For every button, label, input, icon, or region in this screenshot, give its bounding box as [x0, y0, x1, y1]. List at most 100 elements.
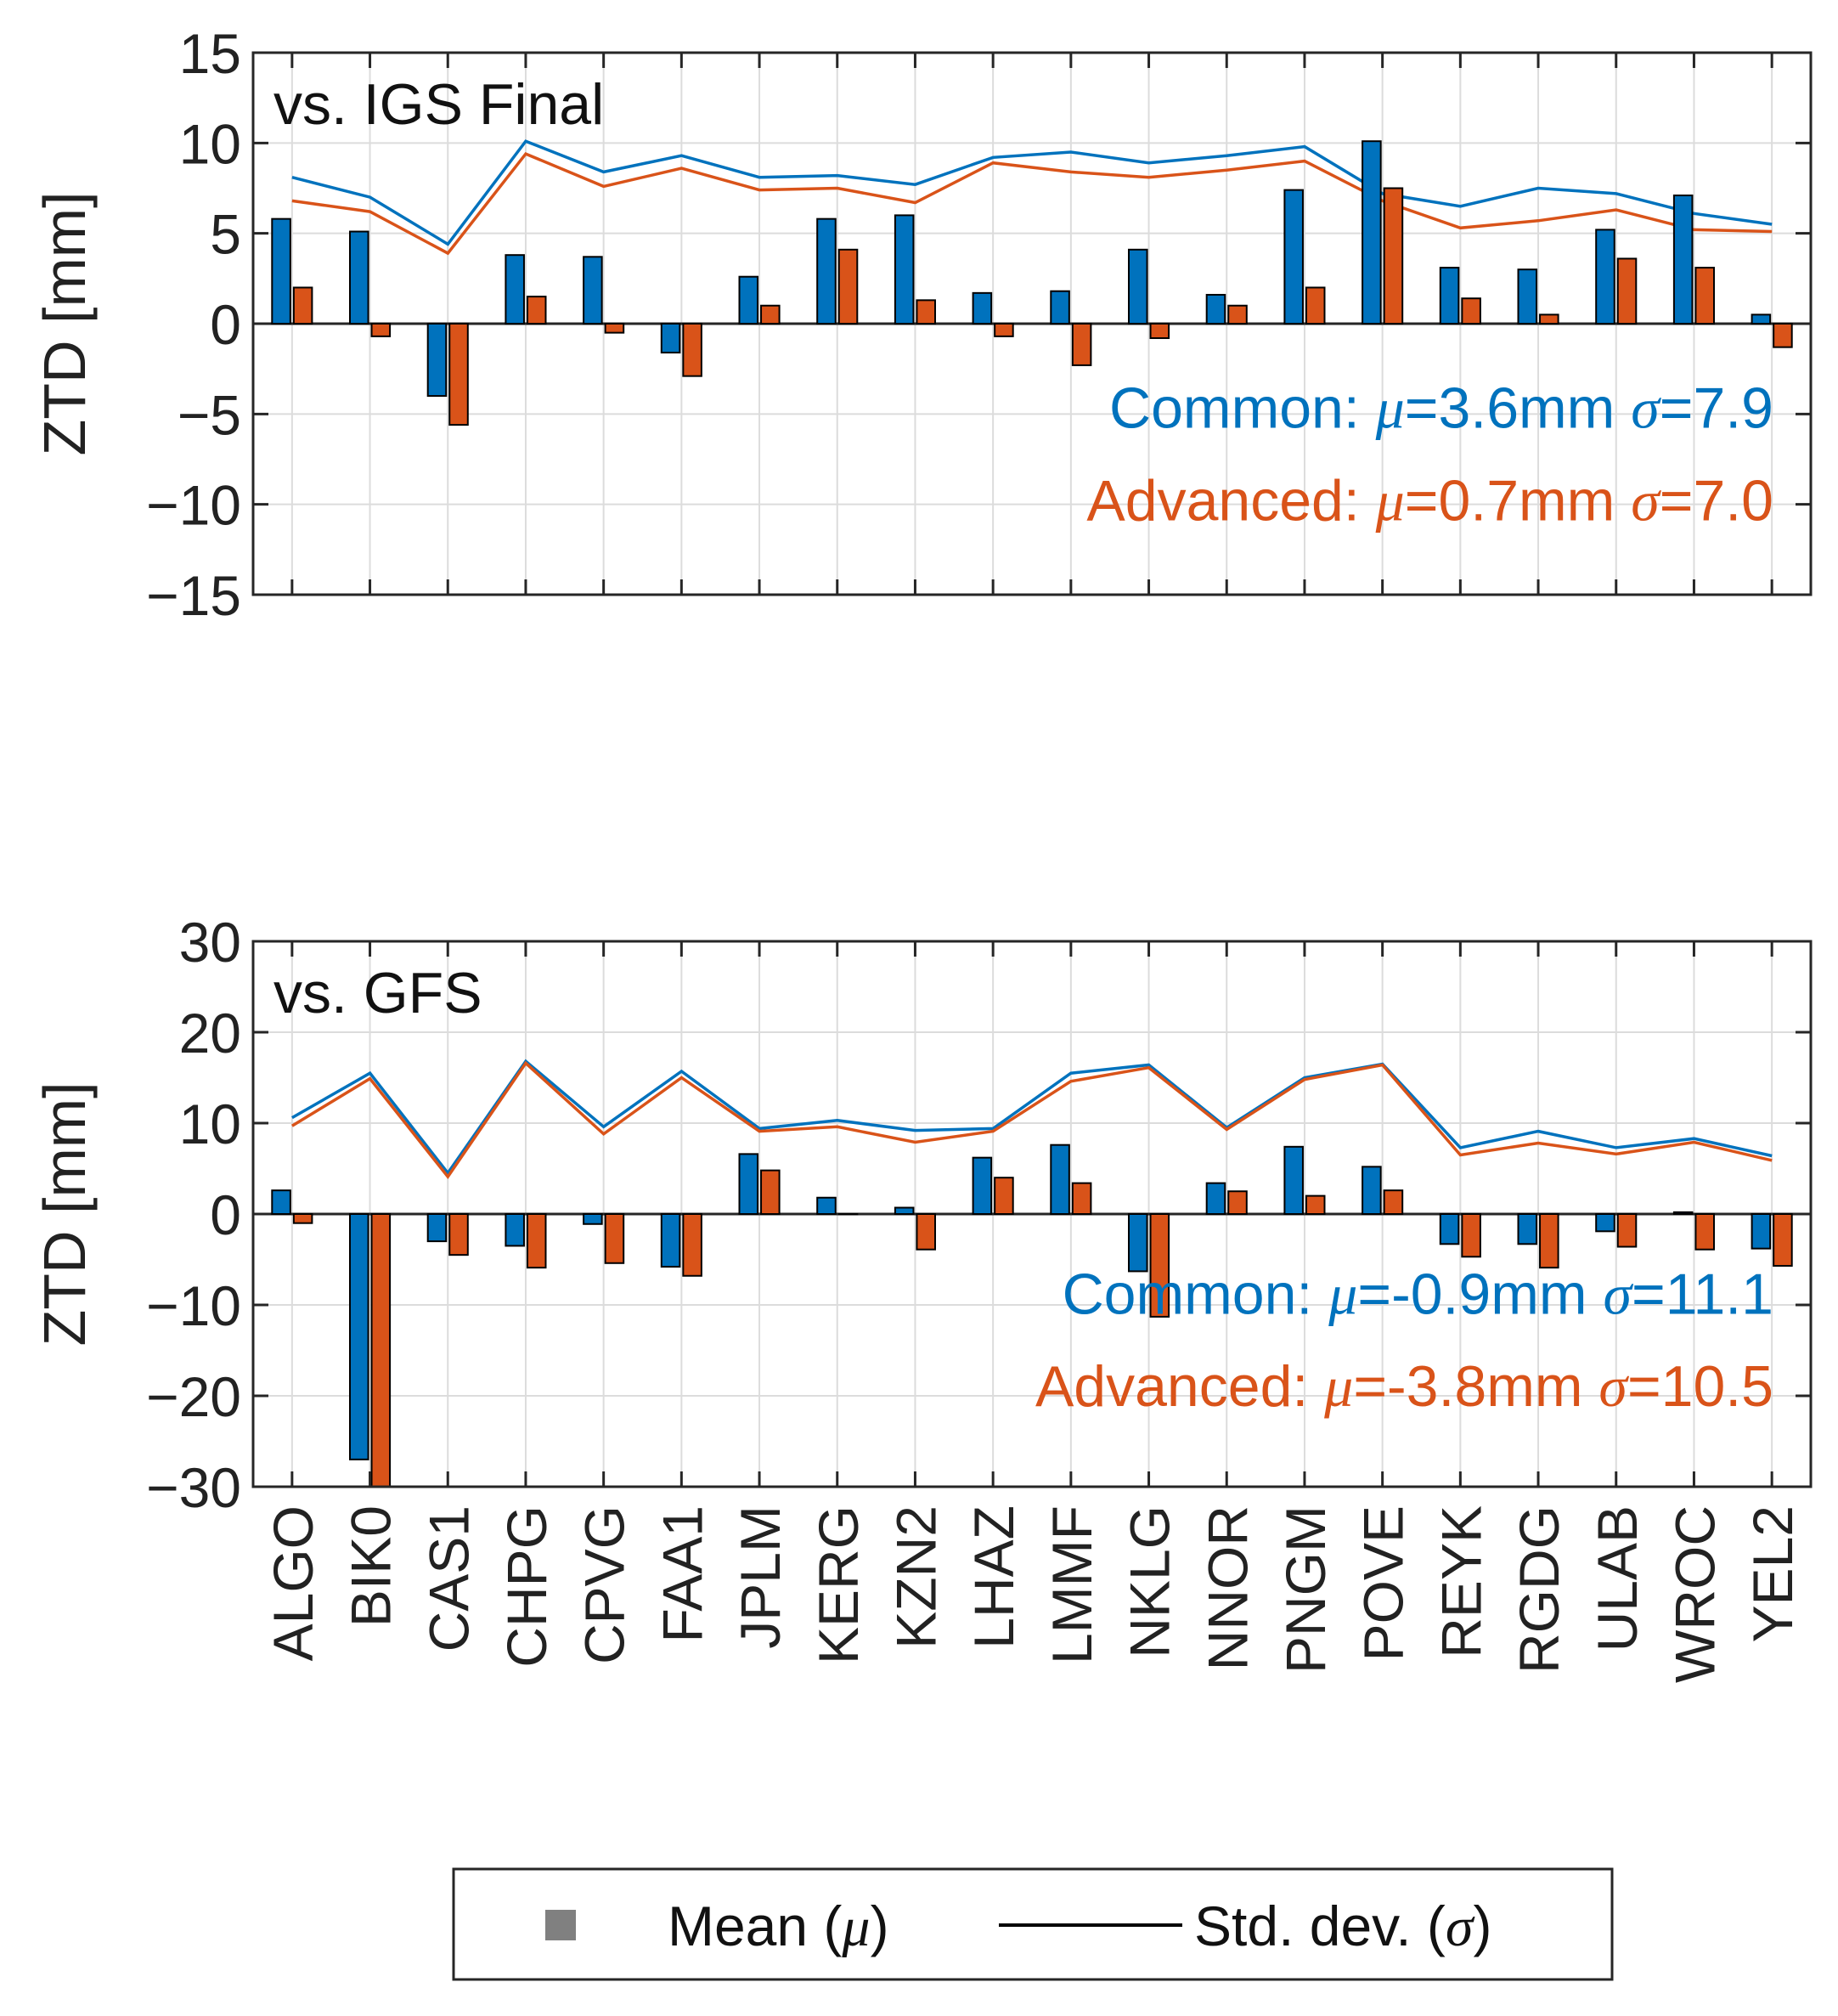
y-tick-label: −20	[146, 1365, 241, 1428]
stats-advanced-label: Advanced:	[1086, 469, 1375, 534]
bar-common-lmmf	[1050, 290, 1070, 325]
bar-common-cas1	[426, 1213, 448, 1243]
std-line-advanced	[291, 151, 1773, 256]
sigma-value: =11.1	[1632, 1262, 1773, 1326]
mu-symbol: μ	[1375, 376, 1405, 440]
bar-common-pngm	[1283, 189, 1304, 325]
bar-advanced-nklg	[1149, 323, 1170, 340]
legend-std-symbol: σ	[1446, 1896, 1475, 1958]
mu-symbol: μ	[1323, 1354, 1353, 1419]
bar-advanced-cpvg	[604, 323, 625, 334]
bar-advanced-yel2	[1773, 1213, 1793, 1267]
bar-common-yel2	[1751, 1213, 1772, 1250]
y-tick-labels: −15 −10 −5 0 5 10 15	[146, 22, 241, 627]
y-tick-label: 0	[210, 293, 241, 356]
x-tick-label-yel2: YEL2	[1741, 1505, 1804, 1642]
stats-advanced-label: Advanced:	[1035, 1354, 1324, 1419]
y-tick-label: 10	[179, 1093, 241, 1155]
bar-advanced-chpg	[526, 296, 547, 325]
bar-common-nklg	[1128, 248, 1148, 325]
bar-common-kerg	[816, 217, 837, 325]
y-tick-label: 10	[179, 112, 241, 175]
x-tick-label-pngm: PNGM	[1274, 1505, 1337, 1674]
bar-advanced-nnor	[1227, 304, 1248, 325]
bar-advanced-kerg	[837, 248, 859, 325]
bar-advanced-kzn2	[916, 1213, 936, 1251]
legend-mean-close: )	[871, 1895, 889, 1957]
ticks	[253, 51, 1811, 596]
bar-common-lmmf	[1050, 1144, 1070, 1216]
legend-std-label: Std. dev. (σ)	[1194, 1895, 1491, 1958]
legend-mean-symbol: μ	[841, 1896, 870, 1958]
bar-common-faa1	[660, 1213, 681, 1268]
bar-advanced-wroc	[1694, 1213, 1715, 1251]
bars	[271, 140, 1793, 426]
x-tick-label-chpg: CHPG	[495, 1505, 558, 1668]
stats-common: Common: μ=-0.9mm σ=11.1	[1063, 1262, 1773, 1326]
bar-advanced-jplm	[760, 304, 781, 325]
bar-advanced-ulab	[1616, 1213, 1638, 1248]
sigma-symbol: σ	[1603, 1262, 1633, 1326]
mu-symbol: μ	[1375, 469, 1405, 534]
x-tick-label-kerg: KERG	[807, 1505, 870, 1664]
mu-symbol: μ	[1328, 1262, 1357, 1326]
stats-advanced: Advanced: μ=0.7mm σ=7.0	[1086, 469, 1773, 534]
stats-advanced: Advanced: μ=-3.8mm σ=10.5	[1035, 1354, 1773, 1419]
x-tick-label-nklg: NKLG	[1119, 1505, 1181, 1658]
stats-common-label: Common:	[1063, 1262, 1329, 1326]
mu-value: =3.6mm	[1405, 376, 1631, 440]
bar-common-chpg	[505, 1213, 525, 1247]
x-tick-label-faa1: FAA1	[651, 1505, 713, 1642]
y-tick-labels: −30 −20 −10 0 10 20 30	[146, 911, 241, 1519]
bar-advanced-pngm	[1305, 286, 1326, 325]
mu-value: =-0.9mm	[1357, 1262, 1603, 1326]
std-line-common	[291, 139, 1773, 246]
bar-common-kerg	[816, 1196, 837, 1215]
y-tick-label: 0	[210, 1183, 241, 1246]
legend-mean-swatch	[545, 1910, 576, 1940]
bar-advanced-lhaz	[994, 1177, 1014, 1215]
bar-advanced-reyk	[1461, 297, 1481, 325]
bar-advanced-kzn2	[916, 299, 936, 325]
bar-advanced-kerg	[837, 1213, 859, 1216]
y-axis-label: ZTD [mm]	[31, 191, 98, 455]
bar-common-jplm	[738, 275, 759, 325]
x-tick-label-wroc: WROC	[1663, 1505, 1726, 1683]
y-tick-label: 5	[210, 203, 241, 266]
legend-mean-label: Mean (μ)	[668, 1895, 889, 1958]
bar-advanced-lhaz	[994, 323, 1014, 337]
bar-common-nnor	[1205, 293, 1226, 325]
bar-advanced-wroc	[1694, 267, 1715, 325]
bar-common-pove	[1362, 1166, 1382, 1215]
panel-title: vs. GFS	[273, 961, 482, 1025]
bars	[271, 1144, 1793, 1488]
bar-common-pngm	[1283, 1145, 1304, 1215]
bar-common-chpg	[505, 254, 525, 325]
bar-advanced-lmmf	[1071, 323, 1092, 366]
bar-common-wroc	[1672, 195, 1694, 325]
bar-advanced-pove	[1383, 187, 1404, 325]
x-tick-label-lmmf: LMMF	[1040, 1505, 1103, 1664]
bar-common-jplm	[738, 1153, 759, 1216]
sigma-symbol: σ	[1631, 376, 1661, 440]
stats-common: Common: μ=3.6mm σ=7.9	[1109, 376, 1773, 440]
std-lines	[291, 139, 1773, 256]
y-tick-label: −30	[146, 1456, 241, 1519]
legend-std-close: )	[1473, 1895, 1491, 1957]
x-tick-label-pove: POVE	[1352, 1505, 1415, 1661]
ticks	[253, 940, 1811, 1488]
bar-common-cpvg	[583, 256, 603, 325]
bar-common-lhaz	[972, 1156, 993, 1216]
panel-gfs: −30 −20 −10 0 10 20 30 ALGO BIK0 CAS1 CHPG CPVG FAA…	[31, 911, 1813, 1683]
y-tick-label: −15	[146, 564, 241, 627]
bar-common-bik0	[349, 1213, 369, 1460]
bar-advanced-pngm	[1305, 1194, 1326, 1215]
y-tick-label: −10	[146, 474, 241, 537]
x-tick-label-algo: ALGO	[262, 1505, 324, 1661]
legend-mean-text: Mean (	[668, 1895, 842, 1957]
bar-common-algo	[271, 217, 291, 325]
bar-advanced-cas1	[448, 323, 469, 426]
legend-std-text: Std. dev. (	[1194, 1895, 1446, 1957]
x-tick-labels: ALGO BIK0 CAS1 CHPG CPVG FAA1 JPLM KERG KZN2 LHAZ…	[262, 1505, 1804, 1683]
